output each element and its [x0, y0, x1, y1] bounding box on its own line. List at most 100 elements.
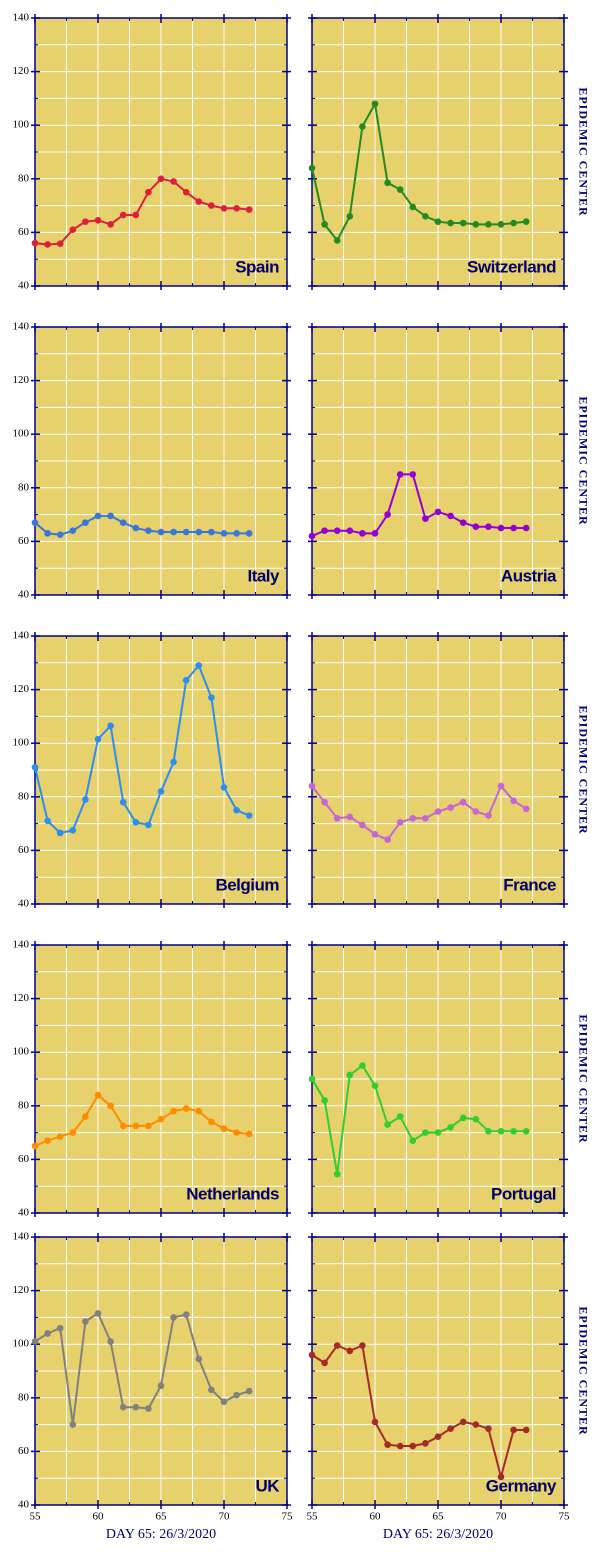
- data-point: [245, 1387, 253, 1395]
- data-point: [522, 218, 530, 225]
- panel: 40 60 80 100 120 140 Netherlands: [13, 939, 291, 1219]
- side-label: EPIDEMIC CENTER: [576, 1306, 590, 1435]
- data-point: [459, 798, 467, 806]
- data-point: [220, 1398, 228, 1406]
- data-point: [208, 1118, 215, 1126]
- data-point: [359, 530, 366, 537]
- data-point: [107, 722, 114, 730]
- data-point: [522, 524, 530, 532]
- data-point: [107, 1338, 114, 1345]
- data-point: [233, 530, 240, 537]
- data-point: [346, 813, 354, 821]
- data-point: [359, 821, 366, 829]
- data-point: [233, 1391, 240, 1399]
- data-point: [220, 784, 228, 791]
- data-point: [233, 204, 240, 212]
- data-point: [371, 1082, 379, 1089]
- data-point: [409, 471, 417, 478]
- data-point: [119, 1403, 127, 1411]
- data-point: [170, 758, 177, 766]
- y-tick-label: 120: [13, 992, 30, 1004]
- y-tick-label: 120: [13, 1284, 30, 1296]
- data-point: [170, 1107, 177, 1115]
- country-label: Spain: [235, 257, 279, 276]
- data-point: [145, 188, 152, 196]
- data-point: [434, 808, 442, 815]
- data-point: [472, 221, 480, 228]
- data-point: [94, 735, 102, 743]
- data-point: [472, 523, 480, 530]
- data-point: [321, 1359, 328, 1367]
- data-point: [69, 1129, 77, 1136]
- side-label: EPIDEMIC CENTER: [576, 87, 590, 216]
- y-tick-label: 80: [18, 790, 30, 802]
- data-point: [308, 782, 316, 790]
- data-point: [384, 1121, 391, 1128]
- data-point: [82, 218, 89, 225]
- data-point: [522, 1426, 530, 1434]
- data-point: [208, 528, 215, 536]
- data-point: [384, 1441, 391, 1448]
- data-point: [31, 239, 39, 247]
- data-point: [182, 188, 190, 196]
- data-point: [107, 512, 114, 520]
- data-point: [396, 1442, 404, 1450]
- data-point: [119, 798, 127, 806]
- data-point: [409, 203, 417, 211]
- y-tick-label: 140: [13, 630, 30, 642]
- country-label: Switzerland: [467, 257, 556, 276]
- x-tick-label: 75: [559, 1511, 571, 1523]
- data-point: [94, 1091, 102, 1099]
- data-point: [182, 1105, 190, 1112]
- data-point: [245, 206, 253, 213]
- data-point: [44, 1137, 51, 1144]
- data-point: [107, 221, 114, 228]
- data-point: [82, 796, 89, 803]
- y-tick-label: 120: [13, 683, 30, 695]
- data-point: [333, 527, 341, 534]
- data-point: [447, 1123, 454, 1131]
- data-point: [157, 1382, 165, 1390]
- country-label: Germany: [486, 1476, 557, 1495]
- data-point: [56, 531, 64, 538]
- data-point: [510, 524, 517, 532]
- data-point: [157, 175, 165, 183]
- y-tick-label: 100: [13, 1046, 30, 1058]
- y-tick-label: 100: [13, 737, 30, 749]
- panel: 40 60 80 100 120 140 Belgium: [13, 630, 291, 910]
- y-tick-label: 100: [13, 119, 30, 131]
- y-tick-label: 40: [18, 1499, 30, 1511]
- data-point: [422, 213, 429, 220]
- y-tick-label: 40: [18, 898, 30, 910]
- panel: 40 60 80 100 120 140 55 60 65 70 75 UK DAY 65: 26/3/…: [13, 1231, 294, 1543]
- data-point: [132, 211, 140, 219]
- data-point: [384, 179, 391, 187]
- data-point: [170, 528, 177, 536]
- data-point: [145, 1122, 152, 1130]
- data-point: [220, 204, 228, 212]
- data-point: [346, 1347, 354, 1355]
- data-point: [346, 1071, 354, 1079]
- x-tick-label: 65: [433, 1511, 445, 1523]
- y-tick-label: 140: [13, 12, 30, 24]
- y-tick-label: 60: [18, 1153, 30, 1165]
- data-point: [333, 237, 341, 244]
- panel: Portugal EPIDEMIC CENTER: [308, 941, 590, 1217]
- data-point: [82, 1113, 89, 1120]
- panel: Switzerland EPIDEMIC CENTER: [308, 14, 590, 290]
- data-point: [371, 831, 379, 838]
- data-point: [82, 1318, 89, 1325]
- data-point: [308, 532, 316, 540]
- data-point: [459, 219, 467, 227]
- data-point: [208, 694, 215, 701]
- data-point: [94, 1310, 102, 1317]
- country-label: Austria: [501, 566, 557, 585]
- data-point: [384, 511, 391, 518]
- data-point: [31, 764, 39, 771]
- y-tick-label: 140: [13, 321, 30, 333]
- y-tick-label: 100: [13, 1338, 30, 1350]
- data-point: [459, 519, 467, 526]
- x-axis-label: DAY 65: 26/3/2020: [383, 1527, 493, 1542]
- data-point: [510, 219, 517, 227]
- data-point: [434, 1129, 442, 1136]
